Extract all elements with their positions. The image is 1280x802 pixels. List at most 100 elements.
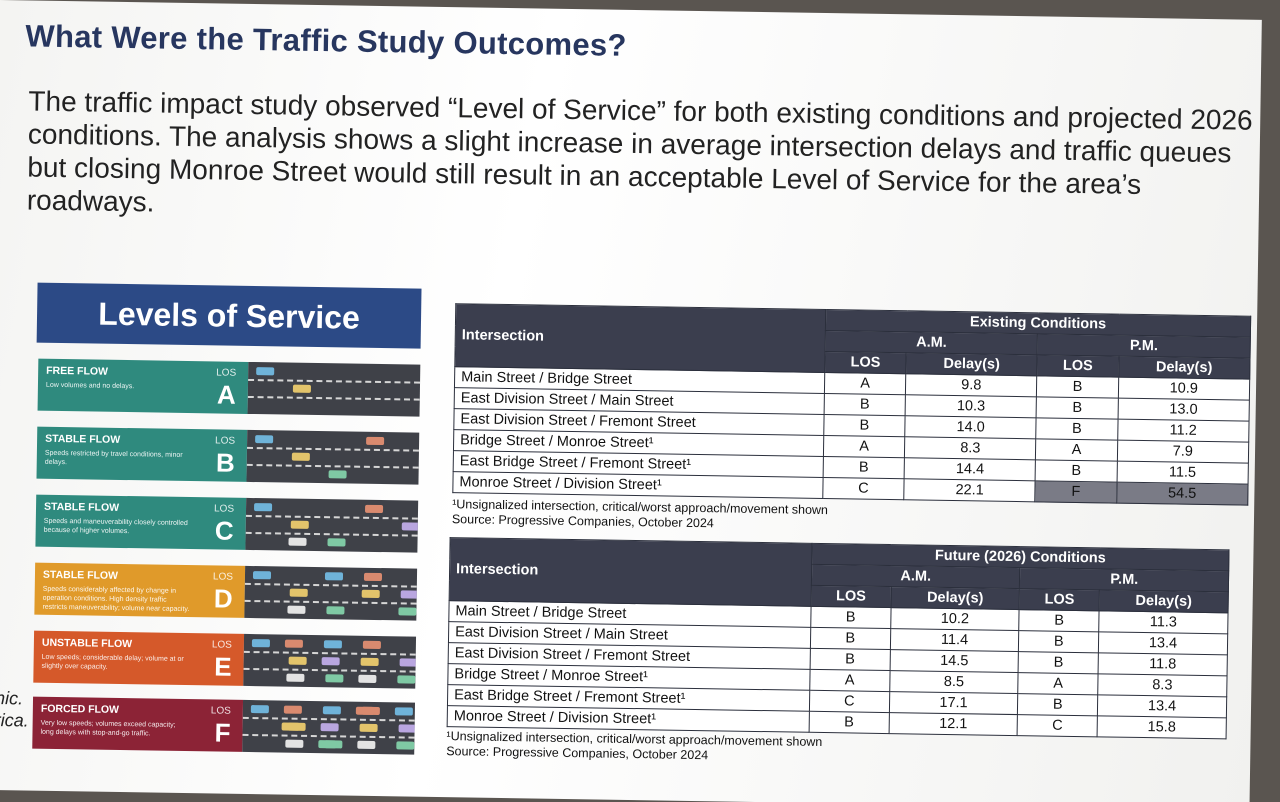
cell-am-los: A [824,372,906,395]
cell-am-delay: 14.4 [904,457,1036,481]
los-level-d: STABLE FLOW Speeds considerably affected … [34,562,418,621]
los-label: UNSTABLE FLOW Low speeds; considerable de… [33,630,245,686]
los-level-b: STABLE FLOW Speeds restricted by travel c… [36,426,420,485]
car-icon [399,658,417,667]
car-icon [281,722,300,731]
road-illustration [244,565,418,621]
cell-pm-delay: 11.5 [1116,461,1249,485]
los-level-f: FORCED FLOW Very low speeds; volumes exce… [32,696,416,755]
lane-marking [242,733,415,739]
pm-los-header: LOS [1019,588,1100,611]
car-icon [361,589,380,599]
los-desc: Speeds considerably affected by change i… [42,585,190,614]
los-label: STABLE FLOW Speeds restricted by travel c… [36,426,248,482]
los-level-e: UNSTABLE FLOW Low speeds; considerable de… [33,630,417,689]
intersection-header: Intersection [449,537,813,607]
cell-pm-los: F [1035,480,1117,504]
car-icon [322,706,341,715]
los-desc: Low speeds; considerable delay; volume a… [41,653,184,671]
pm-los-header: LOS [1037,354,1119,378]
cell-am-delay: 10.2 [890,607,1020,631]
lane-marking [248,378,421,384]
los-desc: Low volumes and no delays. [45,381,135,391]
car-icon [285,739,304,748]
car-icon [362,640,381,650]
car-icon [397,675,416,684]
car-icon [290,520,309,529]
cell-am-delay: 8.5 [889,670,1019,694]
cell-am-delay: 11.4 [889,628,1020,652]
cell-pm-delay: 54.5 [1116,482,1249,506]
los-grade: C [214,515,234,546]
cell-pm-delay: 10.9 [1117,377,1250,401]
los-flow: STABLE FLOW [42,568,119,582]
los-label: STABLE FLOW Speeds and maneuverability cl… [35,494,247,550]
am-delay-header: Delay(s) [890,586,1020,610]
road-illustration [246,429,420,485]
los-level-a: FREE FLOW Low volumes and no delays. LOS A [37,358,421,417]
car-icon [291,452,310,461]
road-illustration [243,633,417,689]
cell-pm-los: B [1018,630,1099,653]
los-grade: A [216,379,237,410]
cell-pm-los: B [1035,459,1117,483]
lane-marking [246,446,419,452]
car-icon [250,705,269,714]
lane-marking [242,716,415,722]
cell-am-los: C [822,477,905,500]
car-icon [323,640,342,649]
cell-pm-los: B [1036,396,1118,420]
car-icon [252,571,272,580]
cell-pm-los: A [1035,438,1118,462]
cell-pm-delay: 11.8 [1098,652,1228,676]
los-tag: LOS [216,367,237,379]
pm-delay-header: Delay(s) [1099,589,1229,613]
car-icon [320,723,339,732]
car-icon [358,674,377,683]
car-icon [400,590,418,599]
cell-am-delay: 8.3 [904,436,1037,460]
car-icon [355,706,374,715]
los-desc: Speeds and maneuverability closely contr… [43,517,188,536]
page-title: What Were the Traffic Study Outcomes? [25,18,627,63]
los-desc: Very low speeds; volumes exceed capacity… [40,719,176,738]
car-icon [251,639,270,648]
car-icon [318,740,337,749]
los-flow: STABLE FLOW [43,500,120,514]
cell-pm-los: B [1019,609,1100,632]
cell-pm-delay: 13.0 [1117,398,1250,422]
cell-pm-los: B [1036,375,1119,399]
am-los-header: LOS [811,585,891,608]
los-label: STABLE FLOW Speeds considerably affected … [34,562,246,618]
car-icon [284,639,303,648]
los-level-c: STABLE FLOW Speeds and maneuverability cl… [35,494,419,553]
am-los-header: LOS [824,351,907,374]
cell-am-delay: 12.1 [888,712,1018,736]
cell-name: Monroe Street / Division Street¹ [447,705,810,733]
lane-marking [245,531,418,537]
side-text-2: erica. [0,709,29,731]
cell-pm-los: C [1017,714,1098,737]
intro-paragraph: The traffic impact study observed “Level… [26,85,1253,218]
los-tag: LOS [210,705,231,717]
lane-marking [243,667,416,673]
car-icon [286,673,305,682]
cell-pm-delay: 11.3 [1098,610,1229,634]
cell-am-los: A [823,435,905,458]
car-icon [283,705,302,714]
los-flow: FREE FLOW [46,364,109,378]
los-flow: STABLE FLOW [45,432,121,446]
car-icon [288,537,307,546]
cell-am-los: B [824,393,906,416]
car-icon [398,724,416,733]
pm-delay-header: Delay(s) [1118,356,1251,380]
car-icon [289,588,308,597]
cell-am-delay: 9.8 [905,373,1038,397]
side-text-1: phic. [0,687,24,709]
los-grade: E [213,651,232,682]
cell-am-los: B [809,711,889,734]
cell-am-los: B [810,606,891,629]
lane-marking [244,599,417,605]
car-icon [292,384,311,393]
car-icon [363,572,383,582]
